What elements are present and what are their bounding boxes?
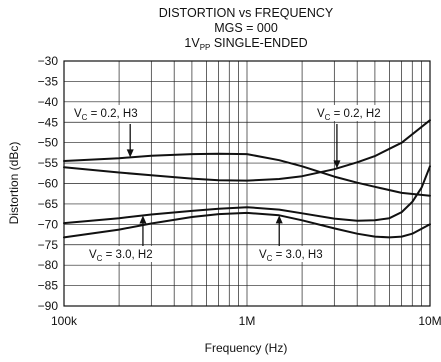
arrow-head-icon bbox=[333, 160, 341, 169]
y-tick-label: −70 bbox=[38, 217, 59, 231]
annotation-4: VC = 3.0, H3 bbox=[257, 215, 325, 263]
annotation-bg bbox=[257, 246, 325, 262]
x-tick-label: 1M bbox=[239, 314, 256, 328]
annotation-label: VC = 3.0, H2 bbox=[89, 249, 153, 263]
y-tick-label: −65 bbox=[38, 197, 59, 211]
plot-frame bbox=[63, 60, 431, 307]
chart-title: DISTORTION vs FREQUENCY bbox=[159, 6, 334, 20]
annotation-2: VC = 0.2, H2 bbox=[315, 105, 383, 169]
subtitle-subscript: PP bbox=[200, 43, 211, 52]
annotation-bg bbox=[87, 246, 155, 262]
y-tick-label: −50 bbox=[38, 136, 59, 150]
y-tick-label: −35 bbox=[38, 74, 59, 88]
annotation-bg bbox=[72, 105, 140, 121]
arrow-head-icon bbox=[139, 215, 147, 224]
annotation-bg bbox=[315, 105, 383, 121]
chart-subtitle-signal: 1VPP SINGLE-ENDED bbox=[184, 36, 307, 52]
y-tick-label: −30 bbox=[38, 54, 59, 68]
y-tick-label: −75 bbox=[38, 238, 59, 252]
y-tick-label: −40 bbox=[38, 95, 59, 109]
arrow-head-icon bbox=[275, 215, 283, 224]
series-lines bbox=[63, 119, 431, 239]
y-tick-label: −55 bbox=[38, 156, 59, 170]
annotation-3: VC = 3.0, H2 bbox=[87, 215, 155, 263]
series-line-2 bbox=[63, 119, 431, 182]
x-tick-label: 100k bbox=[51, 314, 78, 328]
y-tick-label: −85 bbox=[38, 279, 59, 293]
subtitle-suffix: SINGLE-ENDED bbox=[210, 36, 307, 50]
arrow-head-icon bbox=[126, 149, 134, 158]
y-axis-label: Distortion (dBc) bbox=[7, 142, 21, 225]
annotation-label: VC = 3.0, H3 bbox=[259, 249, 323, 263]
tick-labels: −30−35−40−45−50−55−60−65−70−75−80−85−901… bbox=[38, 54, 441, 328]
series-line-4 bbox=[63, 211, 431, 239]
y-tick-label: −90 bbox=[38, 299, 59, 313]
series-line-1 bbox=[63, 152, 431, 197]
annotations: VC = 0.2, H3 VC = 0.2, H2 VC = 3.0, H2 VC =… bbox=[72, 105, 383, 263]
grid-lines bbox=[63, 60, 430, 307]
annotation-1: VC = 0.2, H3 bbox=[72, 105, 140, 158]
y-tick-label: −60 bbox=[38, 177, 59, 191]
x-tick-label: 10M bbox=[418, 314, 441, 328]
x-axis-label: Frequency (Hz) bbox=[205, 341, 288, 355]
y-tick-label: −80 bbox=[38, 258, 59, 272]
series-line-3 bbox=[63, 165, 431, 225]
y-tick-label: −45 bbox=[38, 115, 59, 129]
annotation-label: VC = 0.2, H2 bbox=[317, 108, 381, 122]
annotation-label: VC = 0.2, H3 bbox=[74, 108, 138, 122]
subtitle-prefix: 1V bbox=[184, 36, 200, 50]
chart-subtitle-mgs: MGS = 000 bbox=[214, 21, 278, 35]
